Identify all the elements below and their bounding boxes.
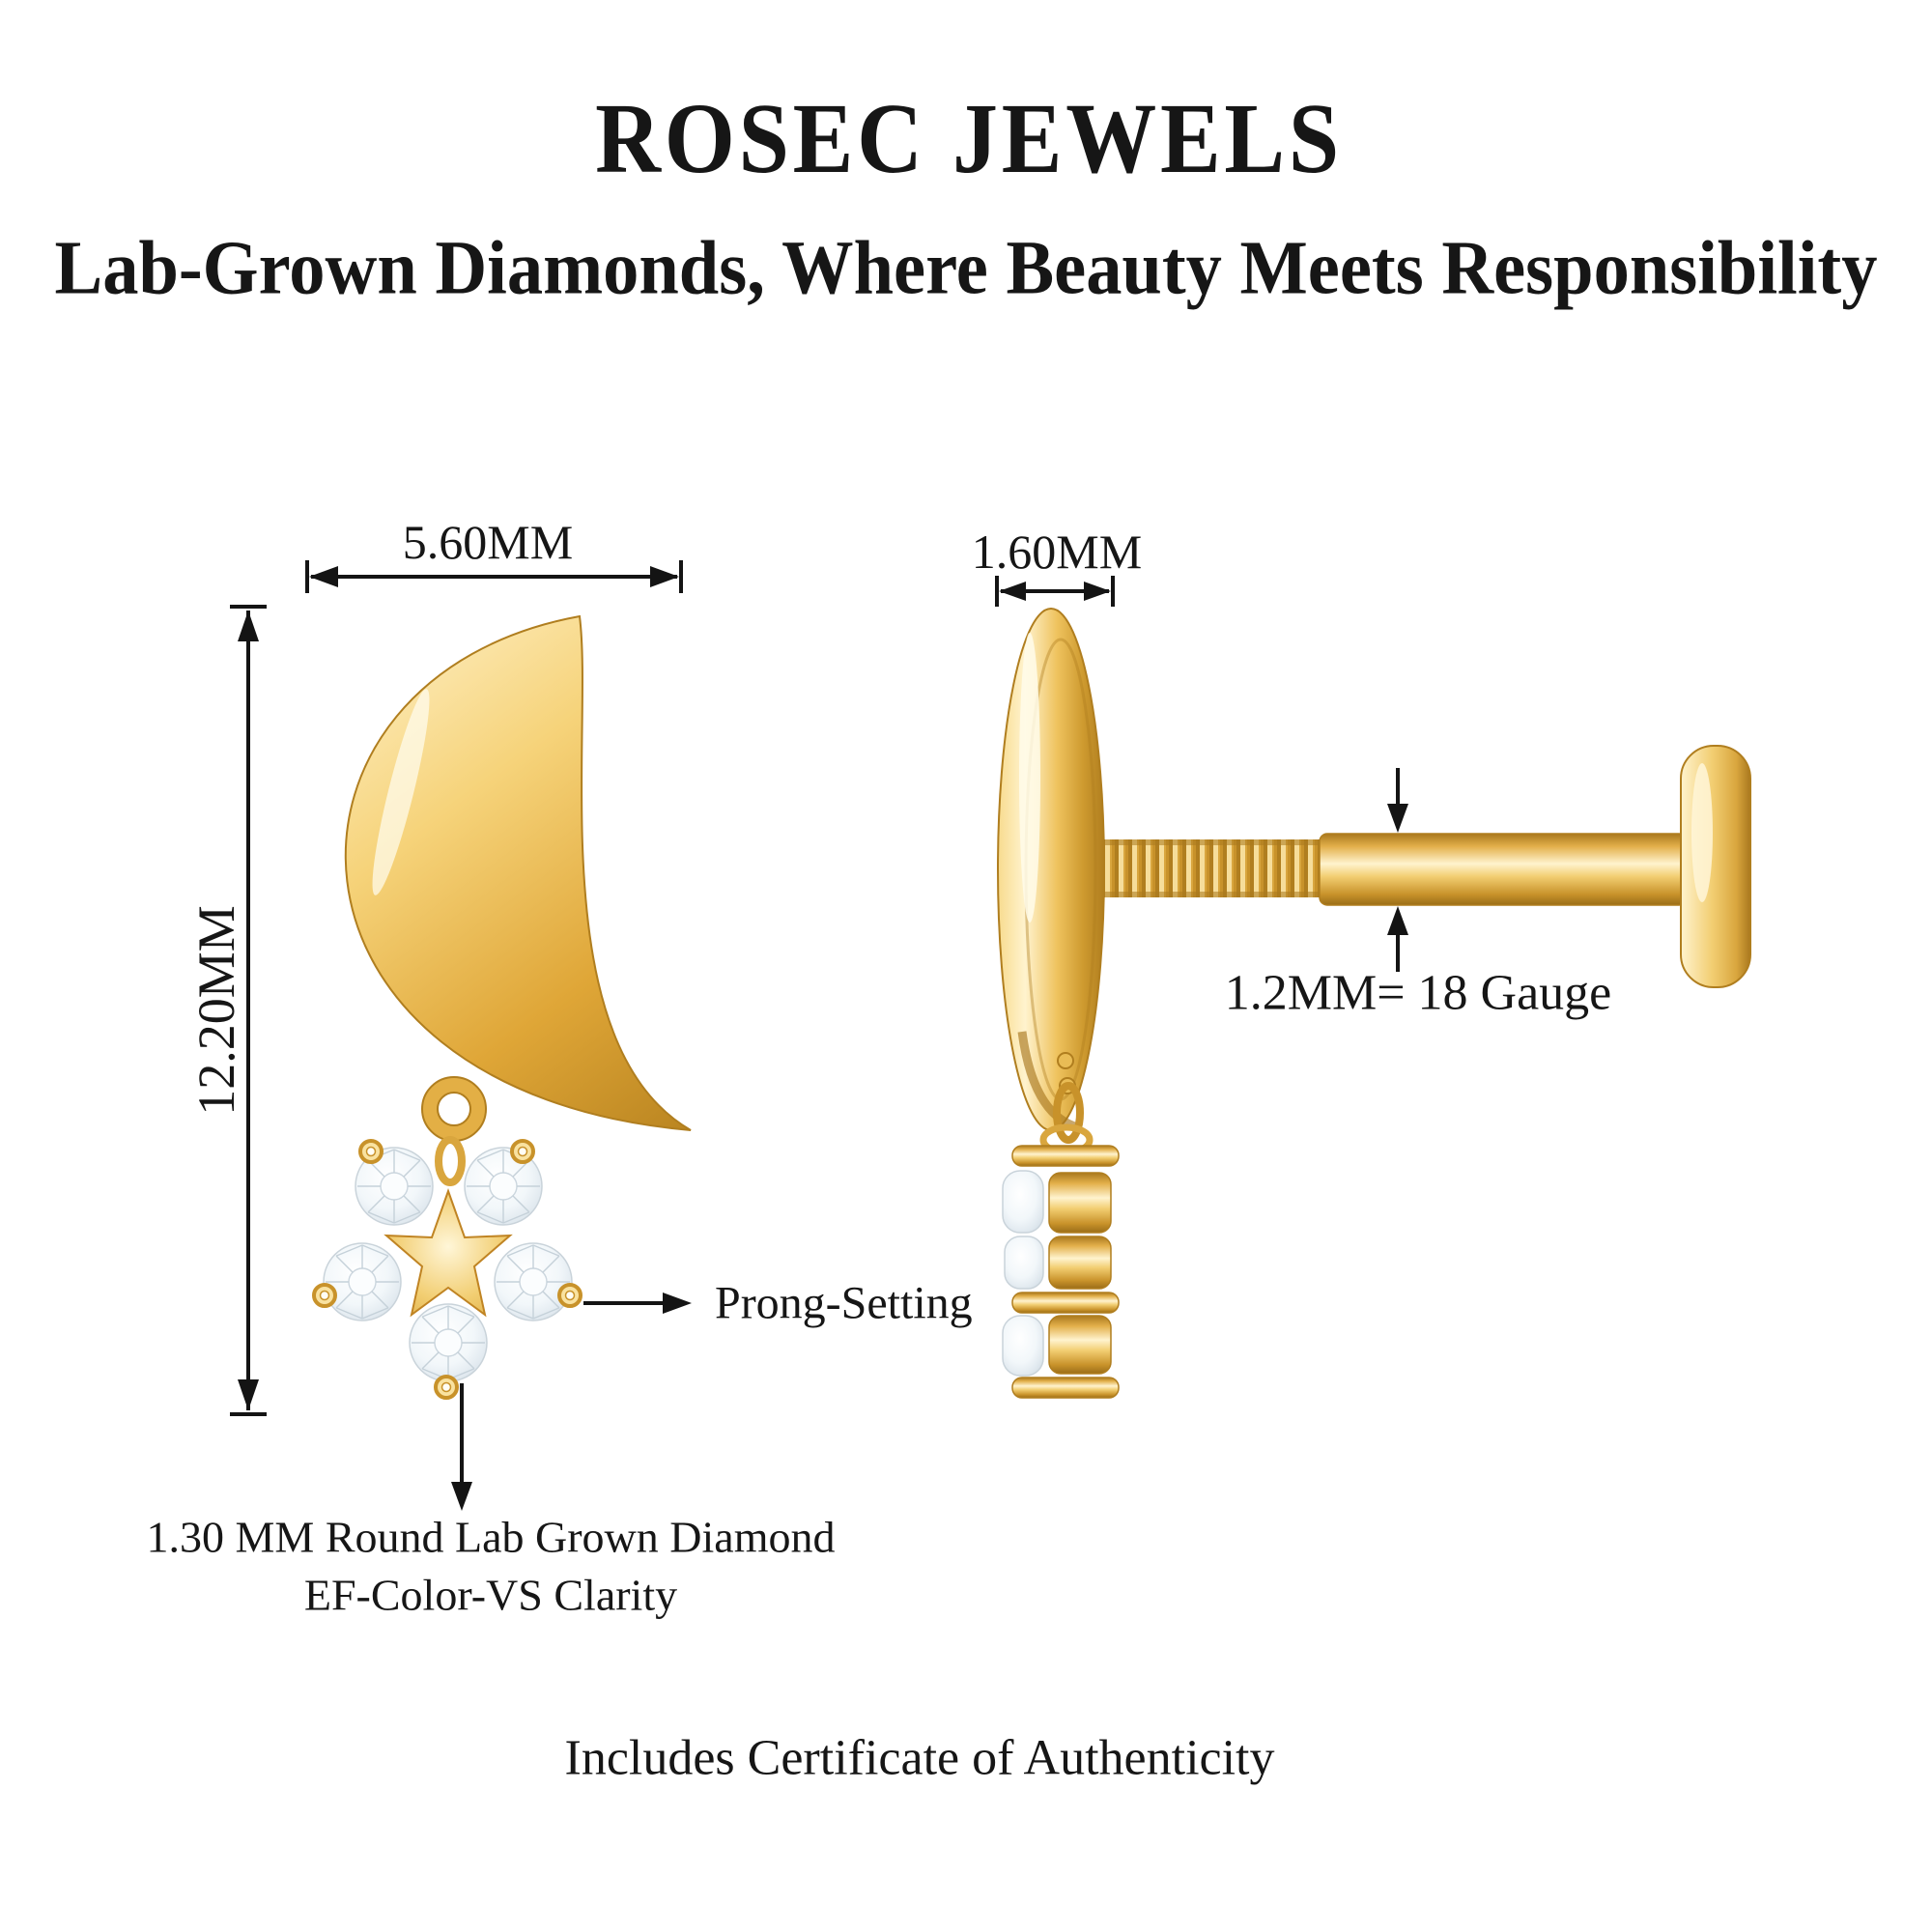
bail-ring [421, 1076, 487, 1142]
center-star [384, 1188, 513, 1318]
thickness-dimension-label: 1.60MM [971, 525, 1143, 579]
height-dimension-label: 12.20MM [187, 905, 245, 1116]
height-dimension-arrow [230, 605, 267, 1416]
post-gauge-arrows [1387, 768, 1408, 972]
crescent-moon [344, 614, 692, 1131]
post-gauge-label: 1.2MM= 18 Gauge [1224, 965, 1612, 1021]
prong-bead [557, 1283, 582, 1308]
side-view-earring [995, 576, 1751, 1399]
prong-bead [358, 1139, 384, 1164]
flower-drop-side-stack [1002, 1145, 1120, 1399]
labret-back-disc [1680, 745, 1751, 988]
width-dimension-label: 5.60MM [402, 515, 574, 569]
prong-setting-label: Prong-Setting [715, 1277, 973, 1329]
prong-setting-pointer-arrow [583, 1293, 692, 1314]
brand-title: ROSEC JEWELS [595, 82, 1343, 194]
diamond [494, 1242, 573, 1321]
front-view-earring [230, 560, 692, 1511]
diamond [323, 1242, 402, 1321]
diamond-flower-drop [312, 1139, 582, 1400]
prong-bead [312, 1283, 337, 1308]
diamond-note-line2: EF-Color-VS Clarity [303, 1570, 678, 1620]
post-bar [1319, 833, 1688, 906]
diamond-note-line1: 1.30 MM Round Lab Grown Diamond [146, 1512, 836, 1562]
prong-bead [510, 1139, 535, 1164]
jump-link [435, 1136, 466, 1186]
diamond-note-pointer-arrow [451, 1383, 472, 1511]
width-dimension-arrow [305, 560, 683, 593]
certificate-note: Includes Certificate of Authenticity [564, 1730, 1275, 1786]
prong-bead [434, 1375, 459, 1400]
thickness-dimension-arrow [995, 576, 1115, 607]
crescent-side-disc [997, 608, 1105, 1133]
brand-tagline: Lab-Grown Diamonds, Where Beauty Meets R… [54, 225, 1878, 311]
threaded-post [1101, 839, 1325, 897]
diamond [409, 1303, 488, 1382]
